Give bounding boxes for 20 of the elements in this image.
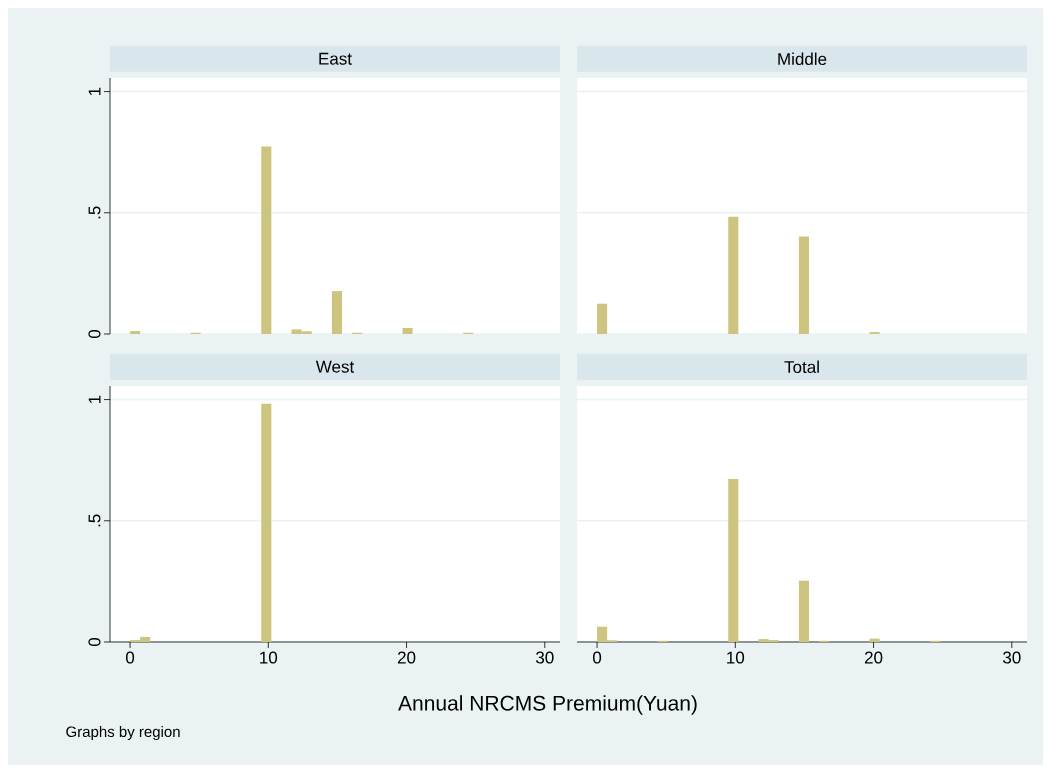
y-tick-label: .5 bbox=[88, 514, 101, 527]
x-tick-label: 20 bbox=[397, 651, 416, 664]
x-tick-label: 20 bbox=[864, 651, 883, 664]
x-tick-label: 0 bbox=[125, 651, 135, 664]
y-tick-label: 1 bbox=[88, 87, 101, 95]
chart-title: East bbox=[319, 52, 352, 65]
chart-title: Middle bbox=[778, 52, 827, 66]
text: Graphs by region bbox=[66, 726, 180, 740]
x-tick-label: 30 bbox=[1003, 651, 1021, 664]
y-tick-label: .5 bbox=[88, 206, 101, 219]
x-tick-label: 30 bbox=[535, 651, 554, 664]
x-tick-label: 10 bbox=[260, 651, 278, 664]
x-tick-label: 10 bbox=[727, 651, 745, 664]
y-tick-label: 1 bbox=[88, 395, 101, 403]
chart-title: Total bbox=[784, 360, 819, 374]
x-tick-label: 0 bbox=[592, 651, 602, 664]
y-tick-label: 0 bbox=[88, 329, 101, 339]
y-tick-label: 0 bbox=[88, 637, 101, 647]
x-axis-title: Annual NRCMS Premium(Yuan) bbox=[398, 695, 697, 715]
chart-title: West bbox=[315, 360, 355, 373]
